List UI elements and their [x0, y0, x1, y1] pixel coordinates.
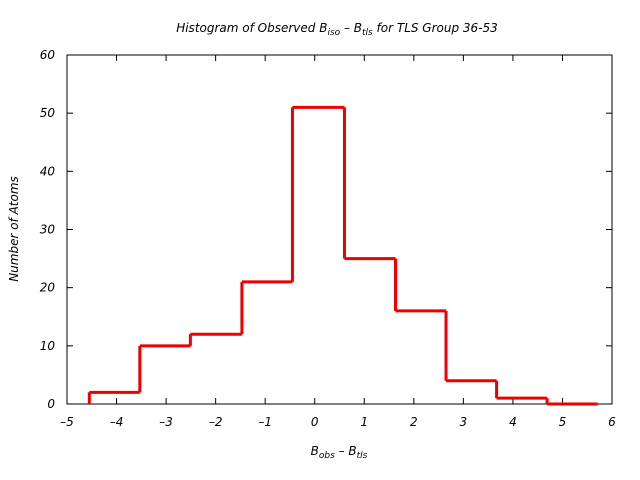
x-tick-label: 5 — [559, 415, 567, 429]
y-tick-label: 0 — [47, 397, 55, 411]
x-tick-label: –3 — [159, 415, 173, 429]
x-axis: –5 –4 –3 –2 –1 0 1 2 3 4 5 6 — [60, 55, 616, 429]
y-tick-label: 60 — [40, 48, 56, 62]
x-tick-label: 6 — [608, 415, 616, 429]
x-tick-label: –2 — [209, 415, 223, 429]
y-tick-label: 20 — [40, 281, 56, 295]
y-axis: 0 10 20 30 40 50 60 — [40, 48, 612, 411]
x-tick-label: –5 — [60, 415, 74, 429]
x-tick-label: –1 — [258, 415, 272, 429]
x-tick-label: 1 — [360, 415, 368, 429]
y-axis-label: Number of Atoms — [7, 176, 21, 282]
y-tick-label: 50 — [40, 106, 56, 120]
x-tick-label: –4 — [110, 415, 124, 429]
y-tick-label: 40 — [40, 164, 56, 178]
x-tick-label: 4 — [509, 415, 517, 429]
x-tick-label: 0 — [311, 415, 319, 429]
chart-title: Histogram of Observed Biso – Btls for TL… — [176, 21, 498, 38]
histogram-series — [87, 105, 598, 406]
x-tick-label: 3 — [460, 415, 468, 429]
y-tick-label: 30 — [40, 223, 56, 237]
x-tick-label: 2 — [410, 415, 418, 429]
y-tick-label: 10 — [40, 339, 56, 353]
x-axis-label: Bobs – Btls — [311, 444, 368, 461]
